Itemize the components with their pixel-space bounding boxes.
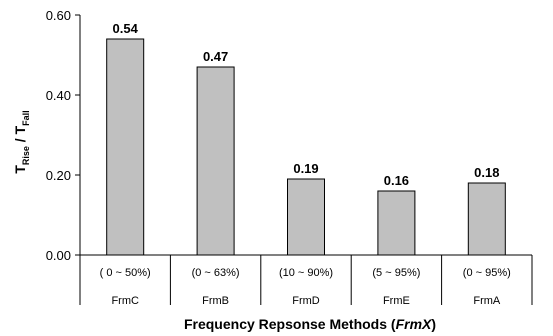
category-label: FrmB bbox=[202, 295, 229, 307]
bar-value-label: 0.16 bbox=[384, 173, 409, 188]
y-axis: 0.00 0.20 0.40 0.60 bbox=[46, 8, 81, 263]
category-range-label: (10 ~ 90%) bbox=[279, 267, 333, 279]
y-tick-label: 0.40 bbox=[46, 88, 71, 103]
bar bbox=[106, 38, 145, 256]
x-axis-title: Frequency Repsonse Methods (FrmX) bbox=[184, 316, 436, 332]
bar bbox=[287, 178, 325, 256]
category-label: FrmA bbox=[473, 295, 501, 307]
category-label: FrmC bbox=[111, 295, 139, 307]
bar-value-label: 0.47 bbox=[203, 49, 228, 64]
category-range-label: (5 ~ 95%) bbox=[372, 267, 420, 279]
bars: 0.54 0.47 0.19 0.16 0.18 bbox=[106, 21, 506, 256]
category-label: FrmD bbox=[292, 295, 320, 307]
category-range-label: (0 ~ 63%) bbox=[192, 267, 240, 279]
y-axis-title: TRise / TFall bbox=[12, 110, 31, 173]
bar bbox=[196, 66, 235, 256]
category-range-label: (0 ~ 95%) bbox=[463, 267, 511, 279]
bar-value-label: 0.19 bbox=[293, 161, 318, 176]
bar bbox=[377, 190, 416, 256]
category-label: FrmE bbox=[383, 295, 410, 307]
bar bbox=[467, 182, 506, 256]
y-tick-label: 0.60 bbox=[46, 8, 71, 23]
bar-value-label: 0.54 bbox=[113, 21, 139, 36]
category-range-label: ( 0 ~ 50%) bbox=[100, 267, 151, 279]
bar-value-label: 0.18 bbox=[474, 165, 499, 180]
x-axis: ( 0 ~ 50%) FrmC (0 ~ 63%) FrmB (10 ~ 90%) Frm… bbox=[79, 254, 533, 307]
y-tick-label: 0.20 bbox=[46, 168, 71, 183]
y-tick-label: 0.00 bbox=[46, 248, 71, 263]
